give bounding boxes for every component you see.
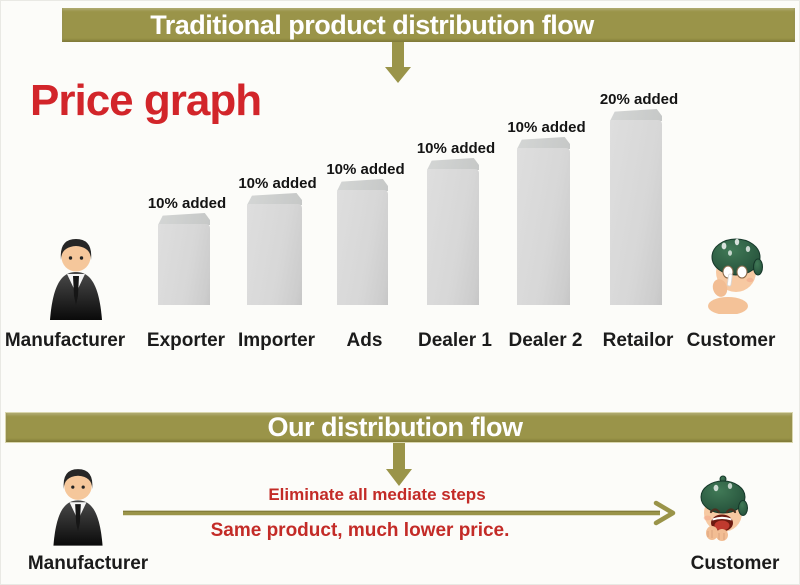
bar-front-face [517,148,570,305]
customer-label: Customer [690,553,780,574]
customer-label: Customer [686,330,776,351]
eliminate-steps-text: Eliminate all mediate steps [268,485,486,504]
price-bar [158,213,210,305]
bar-front-face [158,224,210,305]
bar-front-face [337,190,388,305]
traditional-flow-banner [62,8,795,42]
price-bar [427,158,479,305]
price-bar [610,109,662,305]
bar-top-face [158,213,210,225]
bar-label: Exporter [146,330,226,351]
customer-laughing-icon [700,475,748,541]
bar-annotation: 20% added [599,91,679,108]
traditional-flow-title: Traditional product distribution flow [150,10,594,40]
businessman-icon [50,239,102,320]
bar-label: Dealer 2 [508,330,583,351]
bar-label: Retailor [602,330,674,351]
price-bar [247,193,302,305]
price-bar [337,179,388,305]
bar-top-face [610,109,662,121]
our-flow-banner [5,412,793,443]
bar-annotation: 10% added [326,161,405,178]
bar-label: Dealer 1 [418,330,492,351]
right-arrow-icon [123,500,676,526]
bar-front-face [427,169,479,305]
bar-label: Importer [237,330,316,351]
price-graph-heading: Price graph [30,76,262,125]
bar-annotation: 10% added [147,195,227,212]
bar-top-face [337,179,388,191]
bar-top-face [247,193,302,205]
bar-top-face [427,158,479,170]
businessman-icon [53,469,103,546]
bar-top-face [517,137,570,149]
customer-helmet-face-icon [708,238,763,314]
lower-price-text: Same product, much lower price. [210,520,510,541]
price-bar [517,137,570,305]
our-flow-title: Our distribution flow [267,412,523,442]
manufacturer-label: Manufacturer [27,553,149,574]
manufacturer-label: Manufacturer [4,330,126,351]
bar-front-face [247,204,302,305]
price-bar-chart: 10% added Exporter 10% added Importer 10% ad… [146,91,679,351]
bar-annotation: 10% added [507,119,586,136]
bar-front-face [610,120,662,305]
down-arrow-icon [385,42,411,83]
bar-label: Ads [346,330,383,351]
bar-annotation: 10% added [416,140,496,157]
down-arrow-icon [386,443,412,486]
bar-annotation: 10% added [238,175,317,192]
